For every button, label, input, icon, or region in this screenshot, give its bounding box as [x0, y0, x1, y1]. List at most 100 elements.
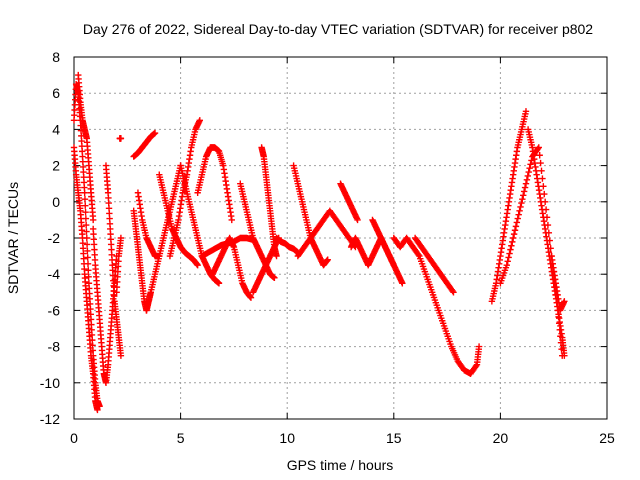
- series-sat-r: [237, 180, 278, 282]
- data-point: [81, 196, 89, 203]
- data-point: [505, 254, 512, 261]
- series-sat-c: [75, 71, 97, 224]
- x-tick-label: 0: [70, 430, 78, 446]
- data-point: [511, 227, 519, 234]
- data-point: [509, 238, 516, 246]
- data-point: [535, 144, 542, 151]
- series-sat-f: [113, 234, 125, 296]
- data-point: [117, 352, 125, 359]
- y-tick-label: -10: [40, 375, 60, 391]
- x-axis-label: GPS time / hours: [287, 457, 394, 473]
- y-tick-label: -2: [48, 230, 61, 246]
- data-point: [117, 135, 125, 142]
- series-sat-ad: [497, 144, 566, 359]
- y-tick-label: -8: [48, 339, 61, 355]
- data-point: [151, 129, 159, 137]
- data-point: [510, 230, 518, 238]
- data-point: [415, 251, 422, 259]
- series-sat-e: [102, 162, 125, 359]
- x-tick-label: 25: [599, 430, 615, 446]
- data-point: [84, 260, 92, 268]
- data-point: [354, 216, 361, 224]
- data-point: [82, 208, 89, 216]
- data-point: [513, 219, 521, 226]
- data-point: [508, 242, 515, 249]
- data-point: [537, 159, 544, 167]
- data-point: [82, 202, 89, 209]
- series-sat-q: [209, 234, 255, 301]
- data-point: [449, 287, 456, 295]
- data-point: [81, 189, 88, 196]
- series-sat-af: [548, 252, 568, 314]
- data-point: [514, 215, 521, 222]
- data-point: [534, 145, 542, 152]
- x-tick-label: 20: [493, 430, 509, 446]
- grid-lines: [74, 57, 607, 419]
- data-point: [515, 211, 522, 218]
- data-point: [247, 294, 255, 301]
- data-points: [70, 71, 568, 414]
- data-point: [517, 203, 524, 211]
- series-sat-h: [130, 129, 159, 160]
- data-point: [215, 280, 223, 287]
- data-point: [117, 234, 125, 242]
- data-point: [94, 406, 101, 414]
- data-point: [522, 180, 530, 187]
- data-point: [82, 221, 90, 229]
- data-point: [507, 246, 514, 253]
- y-tick-label: 8: [52, 49, 60, 65]
- data-point: [538, 167, 545, 174]
- data-point: [506, 250, 513, 257]
- data-point: [504, 258, 511, 265]
- y-tick-label: 2: [52, 158, 60, 174]
- data-point: [518, 199, 525, 207]
- data-point: [522, 108, 530, 115]
- series-sat-u: [273, 234, 302, 256]
- data-point: [196, 117, 203, 124]
- y-axis-label: SDTVAR / TECUs: [5, 182, 21, 294]
- data-point: [512, 223, 520, 230]
- series-sat-b: [70, 80, 103, 410]
- y-tick-label: -4: [48, 266, 61, 282]
- data-point: [82, 215, 90, 222]
- data-point: [273, 252, 280, 260]
- series-sat-m: [166, 117, 203, 260]
- series-sat-aa: [390, 234, 483, 377]
- data-point: [526, 164, 533, 172]
- data-point: [84, 254, 91, 261]
- data-point: [83, 234, 90, 242]
- series-sat-ab: [411, 234, 457, 296]
- data-point: [271, 274, 278, 282]
- data-point: [527, 161, 534, 168]
- x-tick-label: 10: [279, 430, 295, 446]
- data-point: [83, 241, 91, 248]
- data-point: [472, 362, 480, 370]
- series-sat-t: [258, 144, 280, 260]
- data-point: [523, 176, 531, 184]
- x-tick-label: 15: [386, 430, 402, 446]
- data-point: [89, 216, 97, 224]
- data-point: [520, 188, 528, 195]
- data-point: [524, 172, 532, 180]
- y-tick-label: -6: [48, 302, 61, 318]
- data-point: [399, 280, 406, 287]
- data-point: [519, 196, 526, 203]
- data-point: [96, 403, 103, 410]
- chart-title: Day 276 of 2022, Sidereal Day-to-day VTE…: [83, 21, 593, 37]
- series-sat-o: [194, 144, 235, 224]
- data-point: [85, 273, 92, 280]
- series-sat-x: [337, 180, 361, 224]
- data-point: [536, 152, 543, 159]
- data-point: [324, 256, 331, 263]
- y-tick-label: 4: [52, 121, 60, 137]
- series-sat-g: [116, 135, 125, 142]
- y-tick-label: 6: [52, 85, 60, 101]
- data-point: [525, 168, 532, 176]
- data-point: [84, 247, 91, 255]
- data-point: [561, 298, 568, 305]
- series-sat-s: [249, 234, 282, 296]
- data-point: [561, 352, 568, 359]
- data-point: [228, 216, 235, 224]
- data-point: [450, 289, 457, 296]
